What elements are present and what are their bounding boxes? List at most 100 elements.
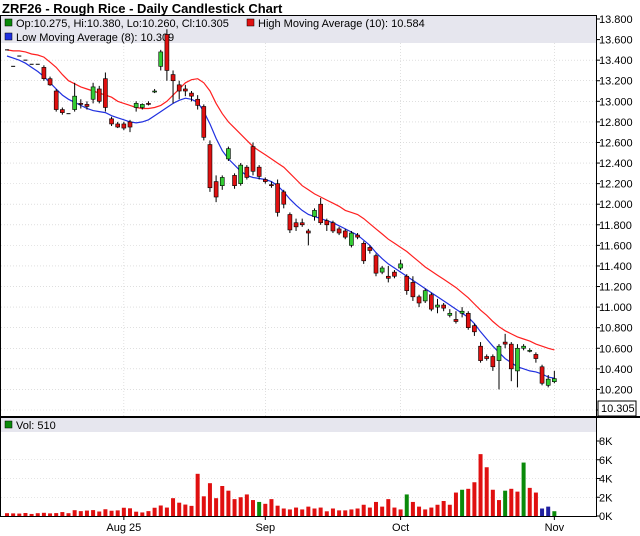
volume-bar (503, 490, 508, 516)
volume-tick-label: 8K (599, 436, 613, 448)
candle (306, 228, 311, 246)
candle (527, 348, 533, 353)
candle-body (545, 378, 551, 386)
price-tick-label: 11.600 (599, 240, 632, 252)
volume-bar (417, 506, 422, 516)
candle-body (189, 92, 194, 97)
candle (109, 116, 114, 127)
candle (429, 292, 434, 312)
candle-body (213, 181, 219, 198)
volume-bar (349, 509, 354, 516)
candle (115, 121, 120, 129)
candle-body (533, 354, 539, 359)
price-tick-label: 11.200 (599, 282, 632, 294)
volume-tick-label: 2K (599, 492, 613, 504)
candle (195, 95, 200, 110)
volume-bar (330, 508, 335, 516)
candle-body (379, 267, 385, 273)
date-label: Aug 25 (106, 522, 141, 534)
candle (502, 333, 508, 349)
candle (312, 208, 317, 221)
candle (515, 344, 520, 388)
candle-body (201, 106, 207, 138)
volume-bar (361, 504, 366, 516)
volume-bar (374, 501, 378, 516)
volume-bar (201, 496, 206, 516)
volume-bar (447, 504, 452, 516)
volume-bar (23, 513, 28, 516)
candle-body (552, 378, 557, 383)
candle-body (47, 78, 53, 86)
volume-bar (294, 507, 299, 516)
candle-body (539, 366, 545, 384)
date-label: Nov (545, 522, 565, 534)
candle-body (226, 148, 231, 160)
candle-body (158, 51, 164, 67)
candle (127, 119, 133, 133)
candle (508, 342, 514, 382)
candle (133, 101, 139, 112)
candle-body (367, 247, 373, 251)
volume-bar (484, 467, 489, 516)
candle (201, 104, 207, 141)
candle (226, 146, 231, 161)
candle (422, 288, 428, 303)
candle (552, 370, 557, 384)
candle (121, 121, 127, 131)
price-tick-label: 13.400 (599, 55, 633, 67)
candle (465, 311, 471, 330)
candle (349, 230, 354, 248)
candle (256, 165, 262, 180)
volume-bar (29, 513, 34, 516)
volume-bar (97, 511, 102, 516)
volume-bar (11, 513, 16, 516)
candle-body (256, 166, 262, 177)
candle-body (453, 319, 459, 322)
candle (90, 82, 96, 104)
date-label: Sep (256, 522, 276, 534)
candle (342, 228, 348, 240)
candle (435, 298, 440, 314)
candle (385, 265, 391, 283)
candle-body (404, 275, 410, 291)
candle-body (508, 343, 514, 370)
volume-bar (287, 509, 292, 516)
candle-body (496, 345, 502, 361)
volume-bar (355, 508, 360, 516)
candle (60, 107, 65, 115)
volume-bar (128, 508, 132, 516)
candle-body (355, 234, 360, 238)
price-gridlines (1, 18, 596, 411)
candle-body (293, 222, 299, 228)
volume-bar (367, 507, 372, 516)
candle (53, 88, 59, 112)
candles (5, 29, 557, 390)
candle (336, 226, 342, 236)
candle-body (422, 290, 428, 302)
candle (170, 70, 176, 104)
candle-body (318, 203, 323, 224)
volume-legend-swatch (4, 420, 13, 429)
volume-bar (48, 513, 53, 516)
candle-body (312, 210, 317, 217)
candle (281, 189, 287, 209)
volume-bar (410, 501, 415, 516)
volume-bar (275, 505, 280, 516)
candle (373, 253, 379, 277)
candle-body (164, 34, 170, 71)
candle (176, 80, 182, 100)
price-tick-label: 10.600 (599, 343, 633, 355)
volume-bar (84, 510, 89, 516)
price-tick-label: 10.400 (599, 364, 633, 376)
volume-bar (207, 483, 212, 516)
volume-bar (115, 510, 120, 516)
price-tick-label: 13.800 (599, 14, 633, 26)
ohlc-legend-swatch (4, 18, 13, 27)
volume-bar (509, 488, 514, 516)
candle (453, 311, 459, 324)
candle (472, 323, 477, 336)
candle (213, 175, 219, 203)
low-moving-average-line (6, 55, 555, 379)
candle (367, 245, 373, 254)
